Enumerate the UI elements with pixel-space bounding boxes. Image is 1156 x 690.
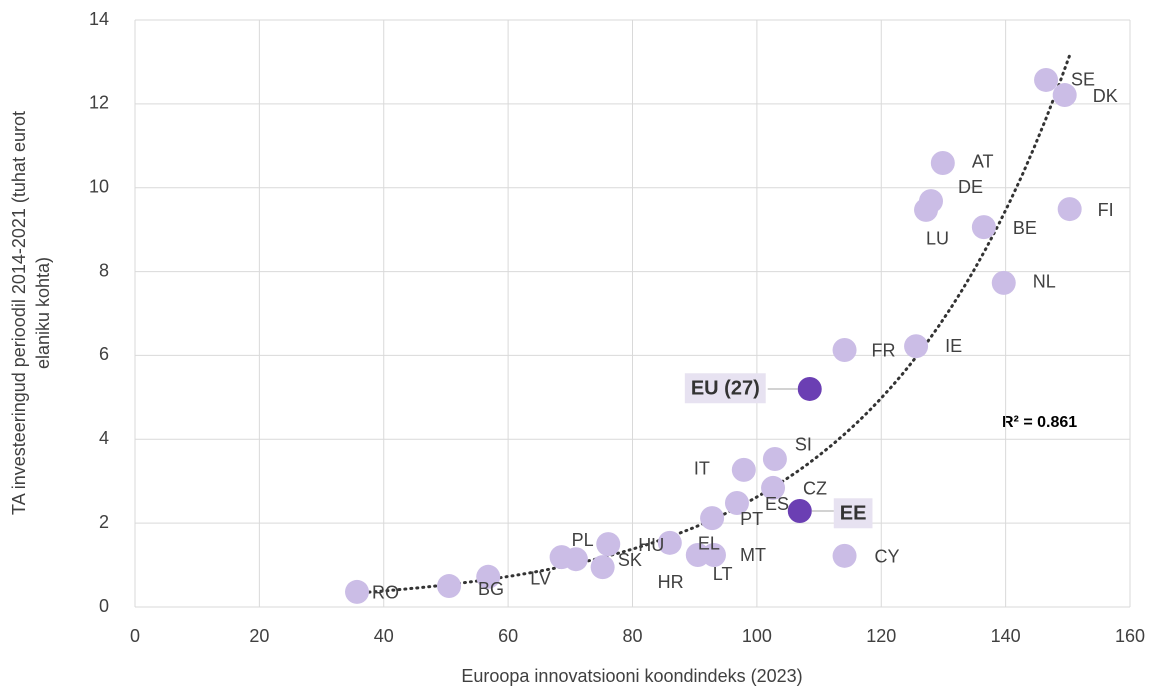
point-label: LT — [713, 564, 733, 584]
point-label: LU — [926, 229, 949, 249]
point-label: EL — [698, 534, 720, 554]
point-label: FR — [872, 341, 896, 361]
y-tick-label: 12 — [89, 93, 109, 113]
point — [787, 498, 812, 523]
x-tick-label: 40 — [374, 626, 394, 646]
point-label: IT — [694, 459, 710, 479]
point-label: EU (27) — [691, 377, 760, 399]
point — [904, 334, 929, 359]
y-tick-label: 4 — [99, 428, 109, 448]
point-label: SI — [795, 435, 812, 455]
point-label: HU — [638, 535, 664, 555]
point — [761, 475, 786, 500]
point-label: FI — [1098, 200, 1114, 220]
y-tick-label: 10 — [89, 176, 109, 196]
point-label: SE — [1071, 70, 1095, 90]
x-tick-label: 80 — [622, 626, 642, 646]
point-label: RO — [372, 583, 399, 603]
point — [476, 564, 501, 589]
point — [797, 376, 822, 401]
point-label: MT — [740, 545, 766, 565]
point-label: AT — [972, 152, 994, 172]
point-label: CZ — [803, 479, 827, 499]
x-tick-label: 60 — [498, 626, 518, 646]
y-tick-label: 6 — [99, 344, 109, 364]
point-label: ES — [765, 494, 789, 514]
x-axis-title: Euroopa innovatsiooni koondindeks (2023) — [461, 666, 802, 686]
point-label: HR — [658, 572, 684, 592]
y-tick-label: 2 — [99, 512, 109, 532]
point — [919, 189, 943, 214]
x-tick-label: 20 — [249, 626, 269, 646]
point — [701, 543, 726, 568]
point-label: DK — [1093, 86, 1118, 106]
y-tick-label: 14 — [89, 9, 109, 29]
x-tick-label: 160 — [1115, 626, 1145, 646]
point — [991, 270, 1016, 295]
point — [724, 491, 749, 516]
point-label: BE — [1013, 218, 1037, 238]
r-squared: R² = 0.861 — [1002, 414, 1077, 431]
point — [563, 547, 588, 572]
point-label: DE — [958, 177, 983, 197]
label-box — [833, 498, 873, 529]
point — [1052, 83, 1077, 108]
point — [971, 215, 996, 240]
point-label: IE — [945, 336, 962, 356]
point — [731, 457, 756, 482]
y-tick-label: 8 — [99, 260, 109, 280]
point — [930, 150, 955, 175]
point-label: EE — [840, 502, 867, 524]
point — [345, 579, 370, 604]
point — [437, 574, 462, 599]
point-label: NL — [1033, 272, 1056, 292]
point-label: CY — [875, 547, 900, 567]
point — [832, 337, 857, 362]
y-tick-label: 0 — [99, 596, 109, 616]
point — [657, 530, 682, 555]
x-tick-label: 0 — [130, 626, 140, 646]
y-axis-title: elaniku kohta) — [33, 257, 53, 369]
x-tick-label: 100 — [742, 626, 772, 646]
point — [1034, 67, 1059, 92]
point — [1057, 197, 1082, 222]
point — [596, 532, 621, 557]
point-label: LV — [530, 569, 551, 589]
x-tick-label: 140 — [991, 626, 1021, 646]
y-axis-title: TA investeeringud perioodil 2014-2021 (t… — [9, 111, 29, 515]
point-label: BG — [478, 579, 504, 599]
point-label: PT — [740, 509, 763, 529]
point — [832, 543, 857, 568]
point — [590, 555, 615, 580]
label-box — [684, 373, 766, 404]
point — [700, 506, 725, 531]
point-label: SK — [618, 550, 642, 570]
point-label: PL — [572, 530, 594, 550]
point — [762, 446, 787, 471]
x-tick-label: 120 — [866, 626, 896, 646]
